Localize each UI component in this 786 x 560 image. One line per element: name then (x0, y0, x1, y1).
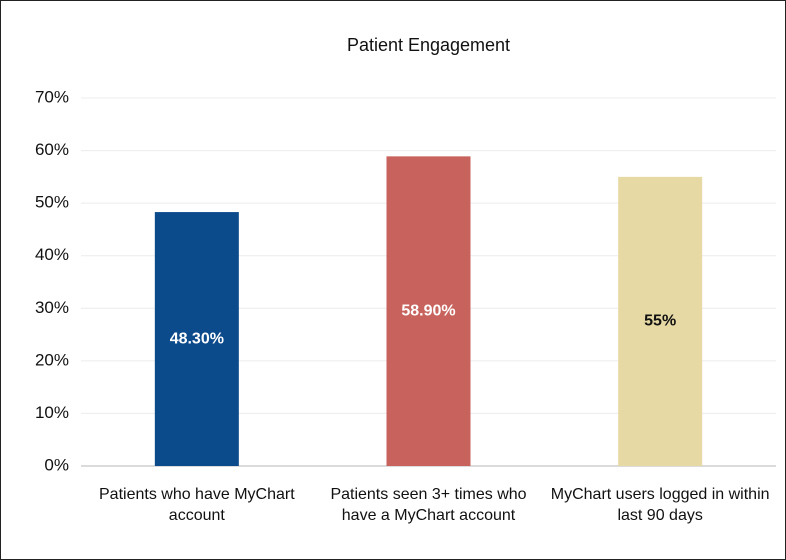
x-tick-label: Patients who have MyChart account (99, 486, 295, 524)
value-label: 55% (644, 313, 676, 330)
x-tick-label: Patients seen 3+ times who have a MyChar… (330, 486, 527, 524)
y-tick-label: 60% (35, 140, 69, 159)
y-tick-label: 10% (35, 403, 69, 422)
y-tick-label: 20% (35, 350, 69, 369)
value-label: 58.90% (401, 302, 455, 319)
y-tick-label: 50% (35, 193, 69, 212)
x-tick-label: MyChart users logged in within last 90 d… (550, 486, 770, 524)
chart-title: Patient Engagement (346, 35, 511, 55)
y-tick-label: 40% (35, 245, 69, 264)
bar (618, 176, 703, 466)
y-tick-label: 0% (44, 455, 69, 474)
y-tick-label: 30% (35, 298, 69, 317)
y-tick-label: 70% (35, 87, 69, 106)
bar (386, 156, 471, 466)
value-label: 48.30% (170, 330, 224, 347)
bar (154, 212, 239, 466)
